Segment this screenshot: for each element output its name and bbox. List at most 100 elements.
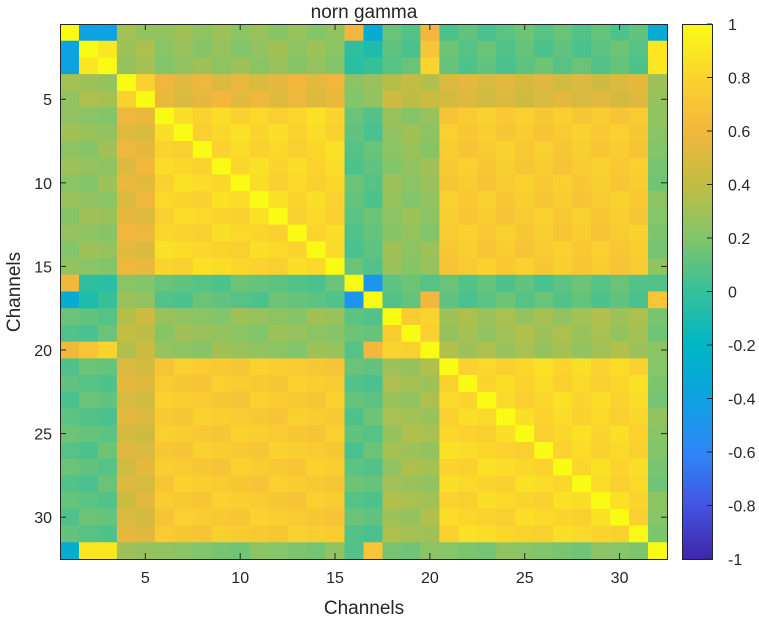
heatmap-cell [211, 40, 232, 59]
heatmap-cell [173, 90, 194, 109]
heatmap-cell [515, 291, 535, 309]
heatmap-cell [287, 525, 308, 543]
heatmap-cell [60, 141, 80, 159]
heatmap-cell [458, 291, 478, 309]
x-tick-label: 25 [516, 570, 534, 587]
heatmap-cell [477, 408, 497, 426]
colorbar-tick-label: 0.8 [728, 71, 750, 88]
heatmap-cell [382, 391, 403, 410]
heatmap-cell [344, 475, 365, 493]
heatmap-cells [60, 24, 668, 560]
heatmap-cell [629, 408, 649, 426]
heatmap-cell [192, 57, 213, 75]
heatmap-cell [553, 458, 573, 477]
heatmap-cell [268, 425, 289, 443]
heatmap-cell [610, 391, 630, 410]
heatmap-cell [648, 157, 668, 176]
chart-title: norn gamma [311, 2, 418, 23]
heatmap-cell [60, 74, 80, 92]
heatmap-cell [344, 525, 365, 543]
heatmap-cell [249, 258, 270, 276]
heatmap-cell [287, 408, 308, 426]
heatmap-cell [439, 525, 459, 543]
heatmap-cell [458, 174, 478, 192]
heatmap-cell [249, 375, 270, 393]
heatmap-cell [534, 391, 554, 410]
y-tick-label: 30 [34, 510, 52, 527]
heatmap-cell [60, 258, 80, 276]
heatmap-cell [230, 291, 251, 309]
heatmap-cell [458, 141, 478, 159]
heatmap-cell [439, 224, 459, 242]
heatmap-cell [439, 475, 459, 493]
heatmap-cell [325, 375, 346, 393]
heatmap-cell [534, 207, 554, 226]
heatmap-cell [173, 191, 194, 209]
heatmap-cell [268, 258, 289, 276]
heatmap-cell [97, 224, 118, 242]
heatmap-cell [230, 475, 251, 493]
heatmap-cell [363, 241, 384, 259]
heatmap-cell [97, 525, 118, 543]
heatmap-cell [230, 341, 251, 359]
heatmap-cell [401, 475, 422, 493]
heatmap-cell [78, 458, 99, 477]
heatmap-cell [591, 441, 611, 460]
heatmap-cell [610, 425, 630, 443]
heatmap-cell [363, 408, 384, 426]
heatmap-cell [648, 358, 668, 376]
heatmap-cell [629, 174, 649, 192]
heatmap-cell [211, 358, 232, 376]
heatmap-cell [249, 324, 270, 343]
colorbar-ticks: 1 0.8 0.6 0.4 0.2 0 -0.2 -0.4 -0.6 -0.8 -1 [707, 17, 756, 569]
heatmap-cell [477, 375, 497, 393]
heatmap-cell [173, 107, 194, 125]
heatmap-cell [648, 258, 668, 276]
heatmap-cell [78, 375, 99, 393]
heatmap-cell [268, 375, 289, 393]
heatmap-cell [515, 324, 535, 343]
heatmap-cell [591, 141, 611, 159]
heatmap-cell [116, 107, 137, 125]
heatmap-cell [116, 74, 137, 92]
heatmap-cell [116, 241, 137, 259]
heatmap-cell [325, 90, 346, 109]
heatmap-cell [78, 308, 99, 326]
heatmap-cell [477, 391, 497, 410]
heatmap-cell [496, 408, 516, 426]
heatmap-cell [116, 274, 137, 293]
heatmap-cell [116, 291, 137, 309]
heatmap-cell [230, 508, 251, 527]
heatmap-cell [249, 40, 270, 59]
heatmap-cell [116, 258, 137, 276]
heatmap-cell [458, 542, 478, 560]
heatmap-cell [591, 40, 611, 59]
heatmap-cell [211, 308, 232, 326]
heatmap-cell [401, 24, 422, 42]
heatmap-cell [496, 191, 516, 209]
heatmap-cell [173, 24, 194, 42]
heatmap-cell [97, 40, 118, 59]
heatmap-cell [363, 458, 384, 477]
heatmap-cell [534, 425, 554, 443]
heatmap-cell [610, 40, 630, 59]
heatmap-cell [78, 141, 99, 159]
heatmap-cell [439, 24, 459, 42]
heatmap-cell [325, 124, 346, 142]
heatmap-cell [477, 141, 497, 159]
heatmap-cell [230, 525, 251, 543]
heatmap-cell [287, 207, 308, 226]
colorbar-tick-label: 0.4 [728, 178, 750, 195]
heatmap-cell [306, 24, 327, 42]
heatmap-cell [496, 308, 516, 326]
heatmap-cell [344, 542, 365, 560]
heatmap-cell [211, 458, 232, 477]
heatmap-cell [629, 391, 649, 410]
heatmap-cell [268, 174, 289, 192]
heatmap-cell [439, 174, 459, 192]
heatmap-cell [154, 458, 175, 477]
x-tick-label: 20 [421, 570, 439, 587]
heatmap-cell [439, 141, 459, 159]
heatmap-cell [192, 107, 213, 125]
heatmap-cell [477, 308, 497, 326]
